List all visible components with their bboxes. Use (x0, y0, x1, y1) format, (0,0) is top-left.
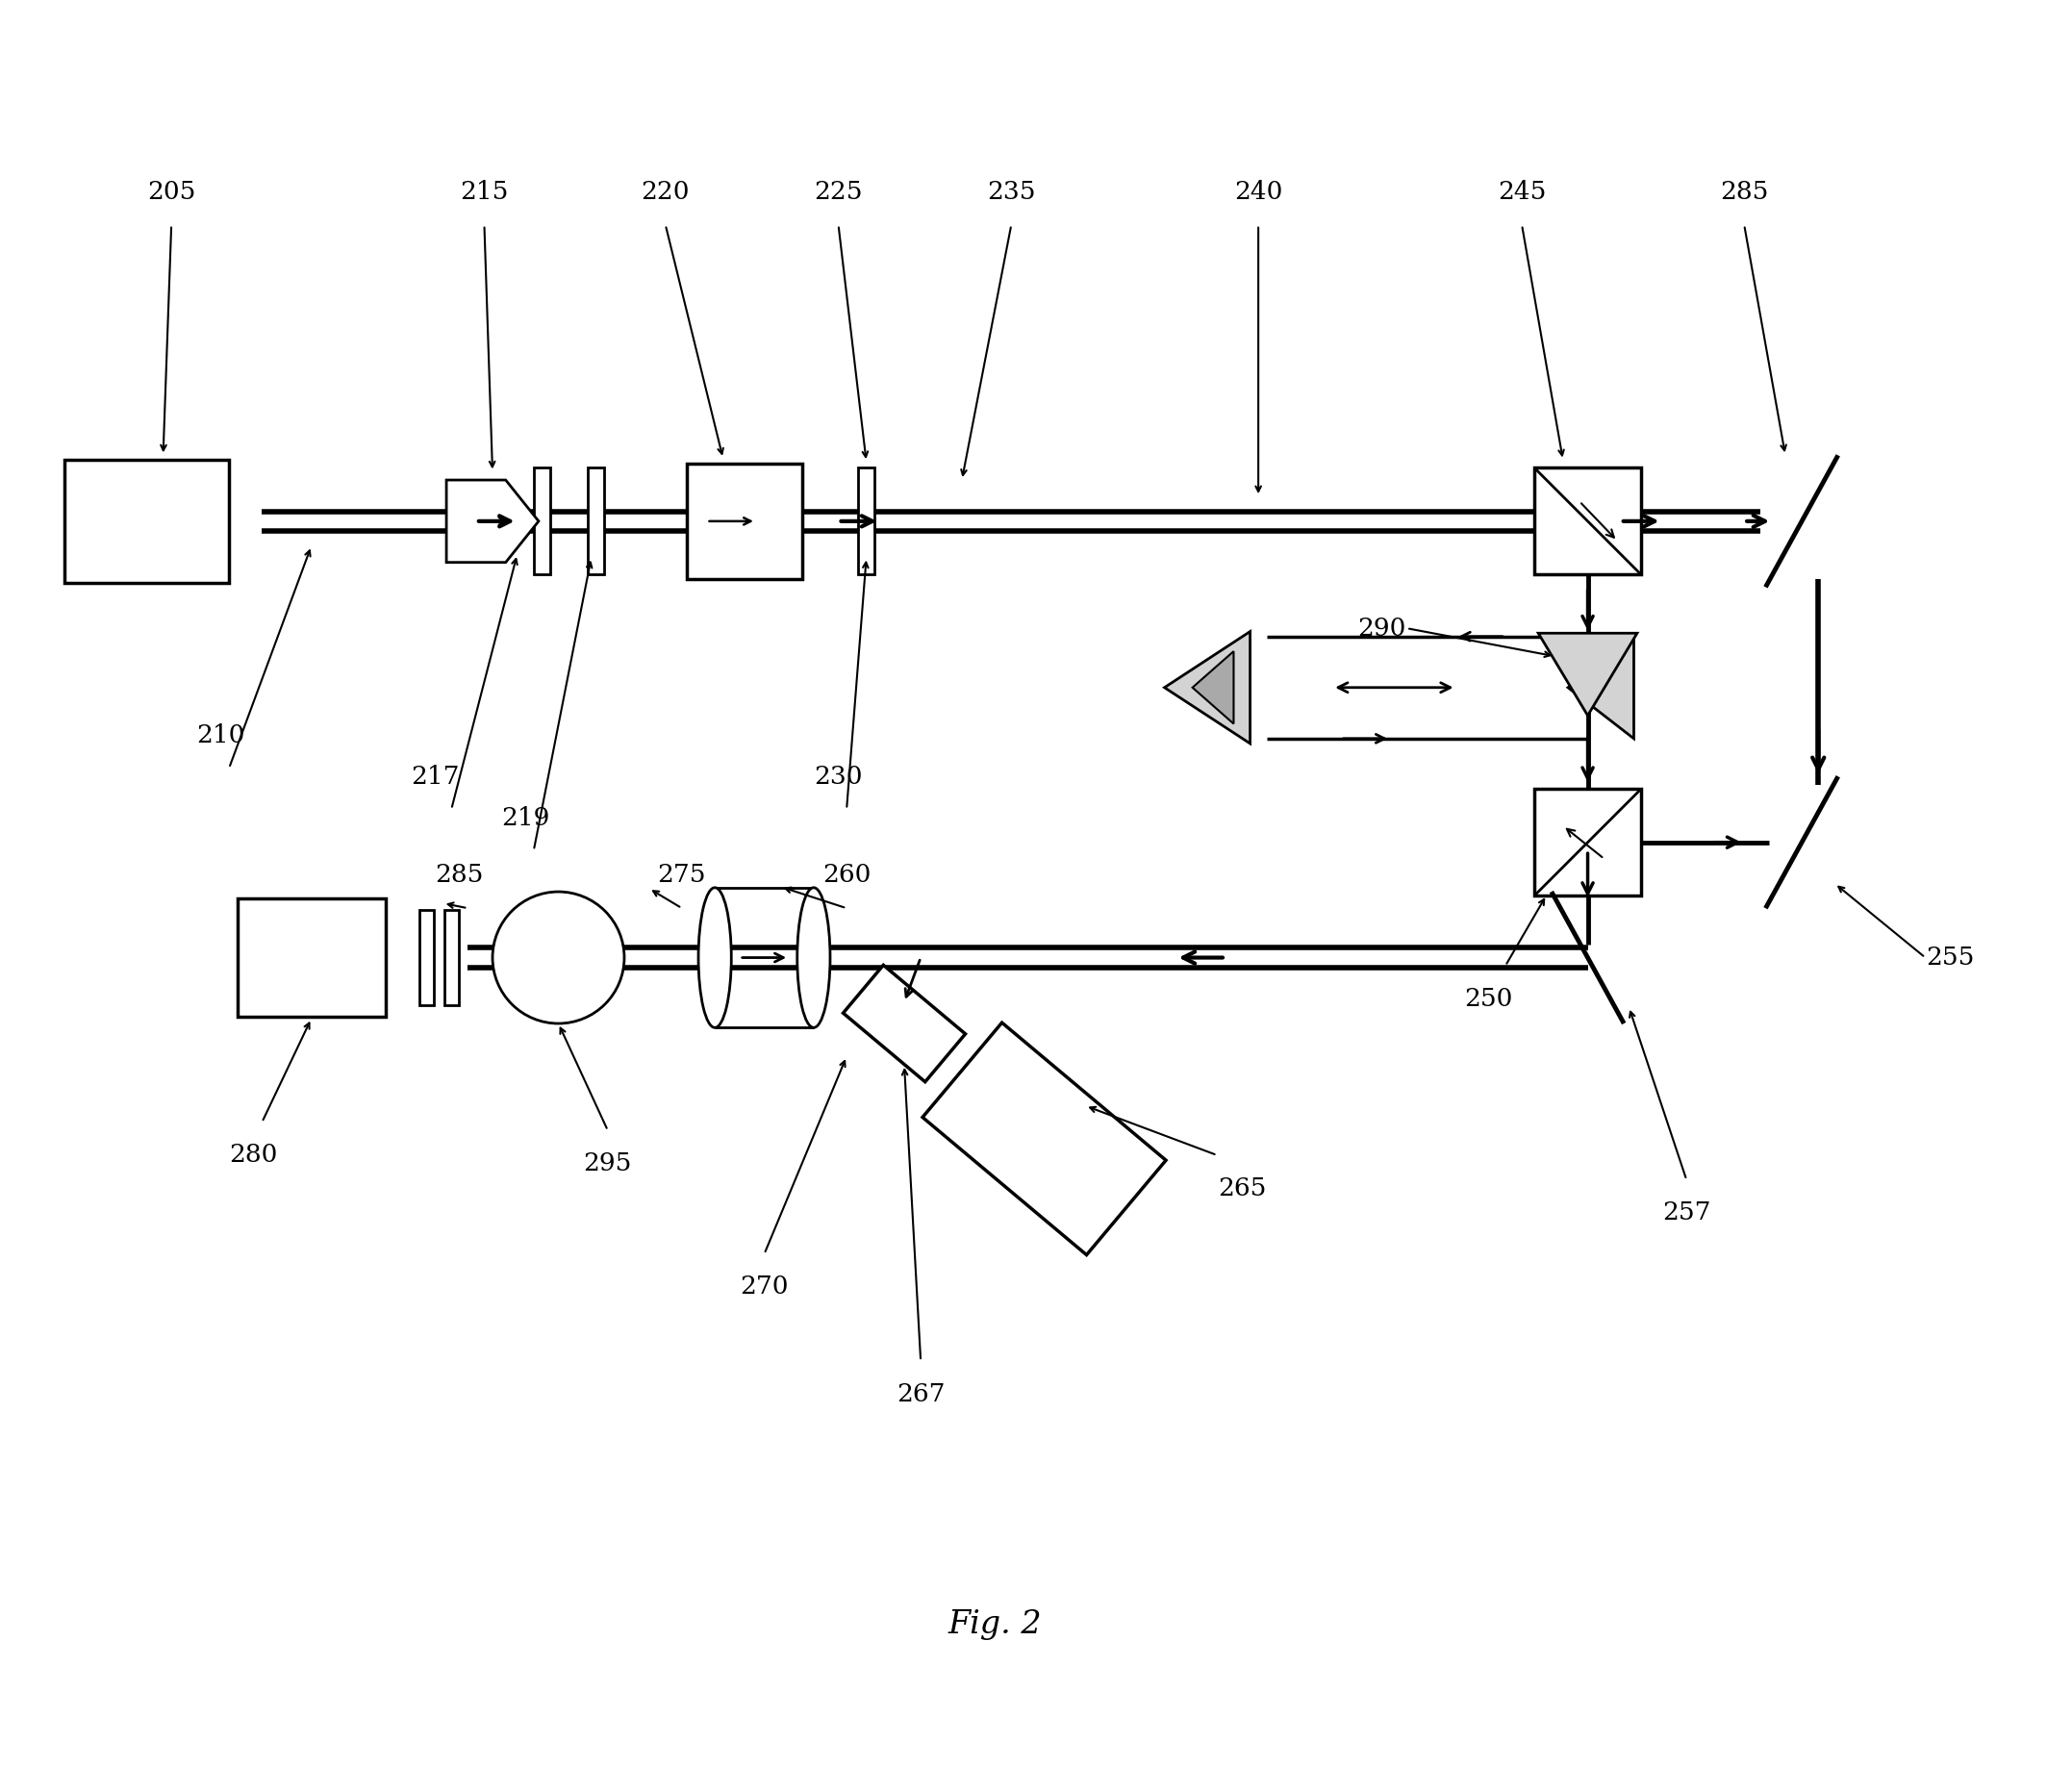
Text: 230: 230 (814, 765, 862, 788)
Bar (64, 459, 230, 583)
Text: 265: 265 (1218, 1177, 1266, 1200)
Ellipse shape (698, 887, 731, 1028)
Bar (443, 910, 458, 1005)
Text: 210: 210 (197, 723, 244, 747)
Polygon shape (1569, 636, 1635, 739)
Text: 270: 270 (740, 1276, 789, 1299)
Text: 250: 250 (1465, 986, 1513, 1011)
Text: 219: 219 (501, 806, 549, 830)
Text: 285: 285 (435, 864, 483, 887)
Bar (1533, 788, 1641, 896)
Text: 235: 235 (986, 180, 1036, 203)
Bar (238, 898, 385, 1016)
Polygon shape (922, 1023, 1167, 1255)
Text: 290: 290 (1357, 617, 1407, 640)
Bar (535, 468, 551, 574)
Text: 257: 257 (1662, 1202, 1711, 1225)
Text: 217: 217 (410, 765, 460, 788)
Text: 205: 205 (147, 180, 195, 203)
Text: 245: 245 (1498, 180, 1546, 203)
Text: 240: 240 (1235, 180, 1283, 203)
Text: Fig. 2: Fig. 2 (947, 1610, 1042, 1640)
Bar (588, 468, 605, 574)
Polygon shape (1164, 631, 1249, 744)
Ellipse shape (493, 892, 624, 1023)
Bar (1533, 468, 1641, 574)
Bar (858, 468, 874, 574)
Polygon shape (843, 965, 966, 1081)
Text: 280: 280 (230, 1143, 278, 1168)
Polygon shape (445, 481, 539, 562)
Text: 260: 260 (823, 864, 870, 887)
Bar (419, 910, 433, 1005)
Polygon shape (1537, 633, 1637, 716)
Ellipse shape (798, 887, 831, 1028)
Text: 267: 267 (897, 1382, 945, 1407)
Text: 255: 255 (1925, 945, 1975, 970)
Text: 295: 295 (584, 1152, 632, 1175)
Text: 285: 285 (1720, 180, 1767, 203)
Text: 275: 275 (657, 864, 707, 887)
Text: 220: 220 (640, 180, 690, 203)
Text: 215: 215 (460, 180, 508, 203)
Polygon shape (1193, 652, 1233, 724)
Bar (686, 463, 802, 580)
Text: 225: 225 (814, 180, 862, 203)
